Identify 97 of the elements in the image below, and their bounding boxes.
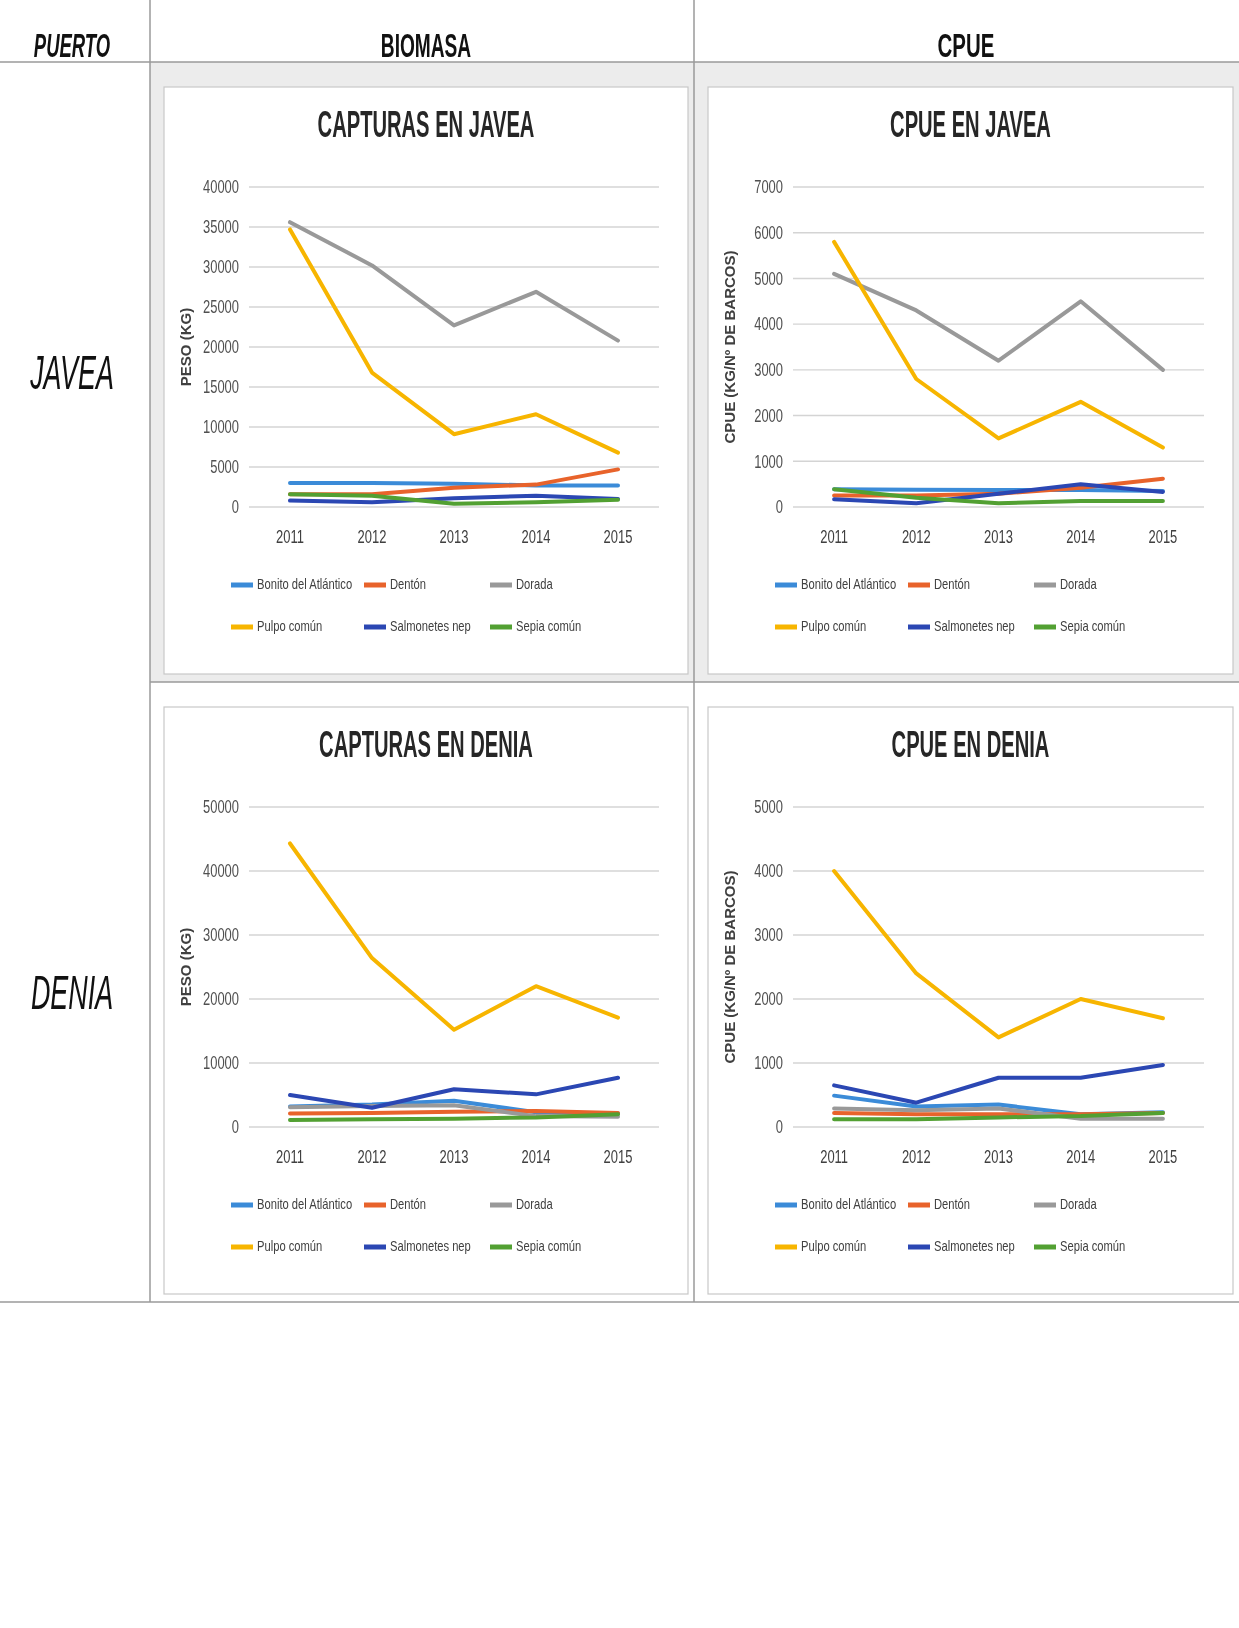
y-tick-label: 2000 xyxy=(754,405,784,426)
line-series xyxy=(288,841,620,1032)
legend-label: Dentón xyxy=(934,1197,971,1213)
legend-label: Salmonetes nep xyxy=(934,619,1015,635)
y-tick-label: 0 xyxy=(231,497,240,517)
y-tick-label: 40000 xyxy=(202,177,240,197)
legend-label: Salmonetes nep xyxy=(934,1239,1015,1255)
line-series xyxy=(832,1110,1165,1122)
legend-label: Sepia común xyxy=(516,1239,582,1255)
y-axis-title: CPUE (KG/Nº DE BARCOS) xyxy=(720,250,738,444)
y-tick-label: 20000 xyxy=(202,989,240,1009)
y-tick-label: 1000 xyxy=(754,1053,784,1073)
y-tick-label: 0 xyxy=(775,497,784,517)
chart-title: CPUE EN JAVEA xyxy=(890,105,1051,145)
legend-label: Bonito del Atlántico xyxy=(257,1197,353,1213)
legend-label: Bonito del Atlántico xyxy=(801,1197,897,1213)
y-tick-label: 4000 xyxy=(754,314,784,334)
text: CPUE xyxy=(937,27,995,65)
chart-title: CPUE EN DENIA xyxy=(891,725,1050,765)
legend-label: Pulpo común xyxy=(257,1239,323,1255)
y-axis-title: PESO (KG) xyxy=(176,927,194,1007)
legend-label: Pulpo común xyxy=(257,619,323,635)
legend-label: Bonito del Atlántico xyxy=(257,577,353,593)
x-tick-label: 2015 xyxy=(603,1147,633,1167)
chart-title: CAPTURAS EN DENIA xyxy=(319,725,533,765)
x-tick-label: 2012 xyxy=(901,1147,931,1167)
legend-label: Dentón xyxy=(934,577,971,593)
x-tick-label: 2015 xyxy=(1148,1147,1178,1167)
x-tick-label: 2011 xyxy=(276,1147,304,1167)
legend-label: Pulpo común xyxy=(801,619,867,635)
y-tick-label: 10000 xyxy=(202,417,240,437)
y-tick-label: 5000 xyxy=(210,457,240,477)
x-tick-label: 2012 xyxy=(357,1147,387,1167)
y-tick-label: 3000 xyxy=(754,360,784,380)
legend-label: Dorada xyxy=(516,577,554,593)
x-tick-label: 2014 xyxy=(1066,527,1096,547)
line-series xyxy=(832,487,1165,506)
text: BIOMASA xyxy=(380,27,472,65)
x-tick-label: 2015 xyxy=(603,527,633,547)
text: JAVEA xyxy=(29,345,114,399)
x-tick-label: 2013 xyxy=(984,527,1014,547)
legend-label: Salmonetes nep xyxy=(390,1239,471,1255)
chart-title: CAPTURAS EN JAVEA xyxy=(317,105,535,145)
y-tick-label: 15000 xyxy=(202,377,240,397)
legend-label: Dentón xyxy=(390,1197,427,1213)
x-tick-label: 2013 xyxy=(984,1147,1014,1167)
text: PUERTO xyxy=(33,27,111,65)
line-series xyxy=(832,1062,1165,1105)
legend-label: Sepia común xyxy=(1060,1239,1126,1255)
x-tick-label: 2013 xyxy=(439,1147,469,1167)
legend-label: Dorada xyxy=(1060,577,1098,593)
legend-label: Dorada xyxy=(1060,1197,1098,1213)
legend-label: Pulpo común xyxy=(801,1239,867,1255)
x-tick-label: 2011 xyxy=(276,527,304,547)
text: DENIA xyxy=(30,965,114,1019)
x-tick-label: 2011 xyxy=(820,527,849,547)
y-tick-label: 1000 xyxy=(754,451,784,472)
y-axis-title: PESO (KG) xyxy=(176,307,194,387)
y-tick-label: 0 xyxy=(231,1117,240,1137)
legend-label: Sepia común xyxy=(516,619,582,635)
y-tick-label: 2000 xyxy=(754,989,784,1009)
y-tick-label: 25000 xyxy=(202,297,240,317)
x-tick-label: 2012 xyxy=(901,527,931,547)
legend-label: Dorada xyxy=(516,1197,554,1213)
line-series xyxy=(832,271,1165,372)
line-series xyxy=(288,227,620,455)
x-tick-label: 2014 xyxy=(1066,1147,1096,1167)
y-tick-label: 10000 xyxy=(202,1053,240,1073)
x-tick-label: 2015 xyxy=(1148,527,1178,547)
legend-label: Salmonetes nep xyxy=(390,619,471,635)
y-tick-label: 30000 xyxy=(202,925,240,945)
y-tick-label: 3000 xyxy=(754,925,784,945)
y-tick-label: 35000 xyxy=(202,217,240,237)
line-series xyxy=(288,1075,620,1110)
x-tick-label: 2014 xyxy=(521,527,551,547)
y-tick-label: 5000 xyxy=(754,797,784,817)
y-tick-label: 7000 xyxy=(754,177,784,197)
y-tick-label: 4000 xyxy=(754,861,784,881)
y-axis-title: CPUE (KG/Nº DE BARCOS) xyxy=(720,870,738,1064)
line-series xyxy=(832,482,1165,506)
line-series xyxy=(832,239,1165,450)
y-tick-label: 50000 xyxy=(202,797,240,817)
legend-label: Sepia común xyxy=(1060,619,1126,635)
x-tick-label: 2011 xyxy=(820,1147,849,1167)
y-tick-label: 6000 xyxy=(754,222,784,243)
legend-label: Bonito del Atlántico xyxy=(801,577,897,593)
y-tick-label: 5000 xyxy=(754,268,784,289)
y-tick-label: 20000 xyxy=(202,337,240,357)
legend-label: Dentón xyxy=(390,577,427,593)
x-tick-label: 2012 xyxy=(357,527,387,547)
x-tick-label: 2014 xyxy=(521,1147,551,1167)
y-tick-label: 40000 xyxy=(202,861,240,881)
y-tick-label: 0 xyxy=(775,1117,784,1137)
y-tick-label: 30000 xyxy=(202,257,240,277)
line-series xyxy=(832,869,1165,1040)
x-tick-label: 2013 xyxy=(439,527,469,547)
line-series xyxy=(288,220,620,343)
